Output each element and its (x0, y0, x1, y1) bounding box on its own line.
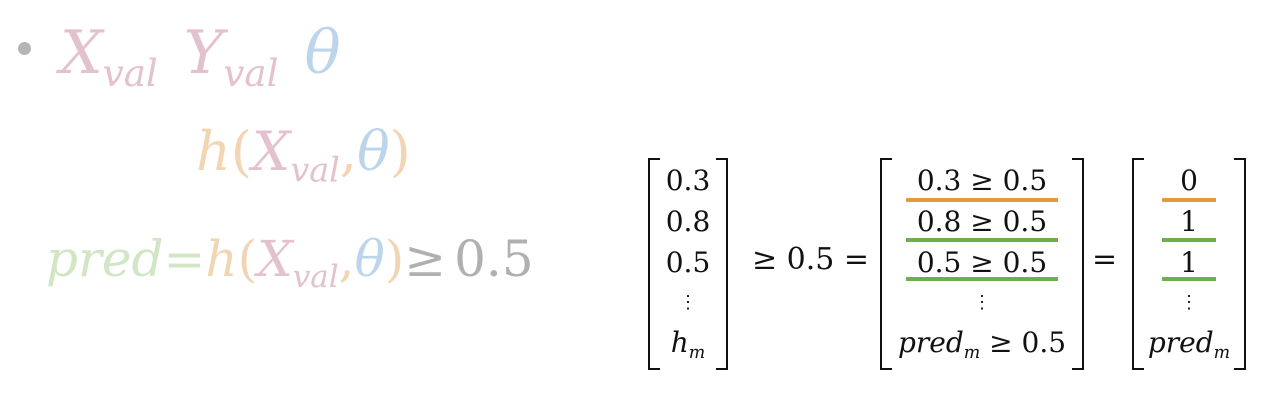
false-underline (1162, 198, 1216, 202)
vector-entry: 0.8 (665, 205, 711, 238)
x-val-symbol: Xval (257, 230, 339, 295)
true-underline (1162, 277, 1216, 281)
comparison-entry-predm: predm ≥ 0.5 (897, 326, 1067, 364)
comparison-entry: 0.3 ≥ 0.5 (916, 164, 1048, 197)
h-symbol: h (205, 230, 238, 288)
bullet-point (18, 42, 31, 55)
hypothesis-line: h(Xval,θ) (196, 120, 411, 190)
vertical-dots: ⋮ (679, 292, 697, 313)
theta-symbol: θ (304, 18, 341, 88)
theta-symbol: θ (354, 230, 385, 288)
prediction-entry-predm: predm (1147, 326, 1231, 364)
close-paren: ) (384, 230, 405, 288)
comparison-entry: 0.5 ≥ 0.5 (916, 246, 1048, 279)
true-underline (1162, 238, 1216, 242)
x-val-symbol: Xval (60, 18, 158, 96)
vector-entry: 0.5 (665, 246, 711, 279)
vector-entry: 0.3 (665, 164, 711, 197)
prediction-entry: 1 (1180, 246, 1198, 279)
vector-entry-hm: hm (670, 326, 706, 364)
equals-operator: = (1092, 242, 1118, 277)
true-underline (906, 238, 1058, 242)
true-underline (906, 277, 1058, 281)
close-paren: ) (389, 120, 411, 183)
h-symbol: h (196, 120, 231, 183)
prediction-entry: 0 (1180, 164, 1198, 197)
geq-equals-operator: ≥ 0.5 = (752, 242, 870, 277)
comma: , (339, 120, 358, 183)
y-val-symbol: Yval (183, 18, 279, 96)
x-val-symbol: Xval (251, 120, 340, 190)
comma: , (338, 230, 355, 288)
prediction-vector: 0 1 1 ⋮ predm (1132, 158, 1246, 370)
open-paren: ( (230, 120, 252, 183)
prediction-entry: 1 (1180, 205, 1198, 238)
vertical-dots: ⋮ (1180, 292, 1198, 313)
open-paren: ( (237, 230, 258, 288)
threshold-value: 0.5 (454, 230, 534, 288)
geq-sign: ≥ (404, 230, 447, 288)
equals-sign: = (163, 230, 206, 288)
hypothesis-vector: 0.3 0.8 0.5 ⋮ hm (648, 158, 728, 370)
threshold-matrix-equation: 0.3 0.8 0.5 ⋮ hm ≥ 0.5 = 0.3 ≥ 0.5 0.8 ≥… (648, 158, 1248, 370)
vertical-dots: ⋮ (973, 292, 991, 313)
prediction-line: pred=h(Xval,θ)≥ 0.5 (46, 230, 534, 295)
variables-line: Xval Yval θ (60, 18, 341, 96)
false-underline (906, 198, 1058, 202)
comparison-vector: 0.3 ≥ 0.5 0.8 ≥ 0.5 0.5 ≥ 0.5 ⋮ predm ≥ … (880, 158, 1084, 370)
theta-symbol: θ (357, 120, 390, 183)
pred-symbol: pred (46, 230, 164, 288)
comparison-entry: 0.8 ≥ 0.5 (916, 205, 1048, 238)
